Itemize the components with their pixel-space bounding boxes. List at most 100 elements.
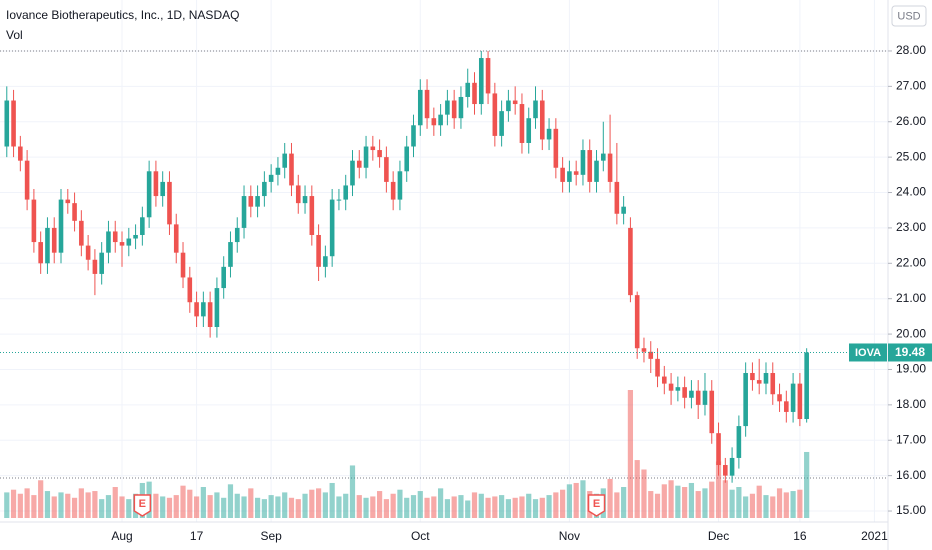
candle-body [336,199,342,201]
volume-bar [749,493,756,518]
candle-body [546,128,552,140]
candle-body [438,114,443,126]
candle-body [492,93,498,136]
earnings-marker[interactable]: E [587,494,606,517]
candle-body [804,352,809,420]
candle-body [797,383,803,420]
candle-body [133,234,138,239]
price-axis: 15.00 16.00 17.00 18.00 19.00 20.00 21.00 22.00… [888,43,926,517]
y-tick-label: 19.00 [896,362,926,376]
y-tick-label: 20.00 [896,326,926,340]
volume-legend: Vol [6,28,23,42]
volume-bar [621,487,627,518]
volume-bar [729,489,735,518]
candle-body [770,373,776,395]
candle-body [221,266,226,289]
volume-bar [370,496,376,518]
volume-bar [682,487,688,518]
candle-body [526,118,532,143]
candle-body [11,100,16,147]
candle-body [18,146,23,161]
volume-bar [539,497,545,518]
candle-body [411,125,416,147]
y-tick-label: 26.00 [896,114,926,128]
candle-body [241,196,247,228]
volume-bar [71,497,78,518]
volume-bar [261,499,267,518]
x-tick-label: Dec [708,529,729,543]
volume-bar [105,495,112,518]
volume-bar [322,492,328,518]
volume-bar [329,482,335,518]
candle-body [119,242,125,246]
candle-body [573,171,579,175]
candle-body [329,199,335,257]
y-tick-label: 21.00 [896,291,926,305]
volume-bar [458,495,464,518]
volume-bar [641,469,647,518]
volume-bar [546,495,552,518]
candle-body [519,104,525,143]
volume-bar [770,496,776,518]
candle-body [377,150,382,158]
volume-bar [532,499,539,518]
candle-body [146,171,152,218]
candle-body [587,150,593,182]
candle-body [424,89,430,119]
volume-bar [627,390,634,518]
candle-body [262,181,267,197]
candle-body [228,242,233,267]
volume-bar [302,493,308,518]
candle-body [112,231,118,243]
candle-body [85,245,91,260]
volume-bar [65,493,71,518]
candle-body [702,390,708,405]
volume-bar [614,492,620,518]
candle-body [140,217,145,235]
y-tick-label: 17.00 [896,432,926,446]
candle-body [723,465,728,476]
volume-bar [668,480,674,518]
candle-body [289,153,294,186]
volume-bar [180,485,186,518]
volume-bar [553,492,559,518]
candle-body [58,199,64,253]
currency-button[interactable] [891,5,927,27]
candle-body [201,302,206,317]
candle-body [451,100,457,119]
candle-body [38,242,43,264]
volume-bar [44,491,51,518]
candle-body [302,196,308,204]
y-tick-label: 27.00 [896,79,926,93]
volume-bar [38,480,44,518]
candle-body [709,390,715,434]
last-price-label: 19.48 [895,345,925,359]
grid [0,0,888,522]
y-tick-label: 15.00 [896,503,926,517]
volume-bar [92,491,98,518]
y-tick-label: 28.00 [896,43,926,57]
earnings-marker[interactable]: E [133,494,152,517]
volume-bar [119,496,125,518]
volume-bar [783,492,789,518]
candle-body [31,199,37,243]
candle-body [343,185,349,200]
volume-bar [492,496,498,518]
candle-body [478,58,484,105]
candle-body [648,351,654,359]
candle-body [153,171,159,197]
volume-bar [349,465,356,518]
volume-bar [200,487,206,518]
y-tick-label: 23.00 [896,220,926,234]
candle-body [431,118,437,126]
candle-body [594,160,599,182]
x-tick-label: 16 [793,529,807,543]
volume-bar [722,480,728,518]
volume-bar [343,493,349,518]
volume-bar [241,496,247,518]
volume-bar [363,497,369,518]
candle-body [458,96,464,119]
candle-body [729,457,735,476]
candle-body [641,348,647,352]
